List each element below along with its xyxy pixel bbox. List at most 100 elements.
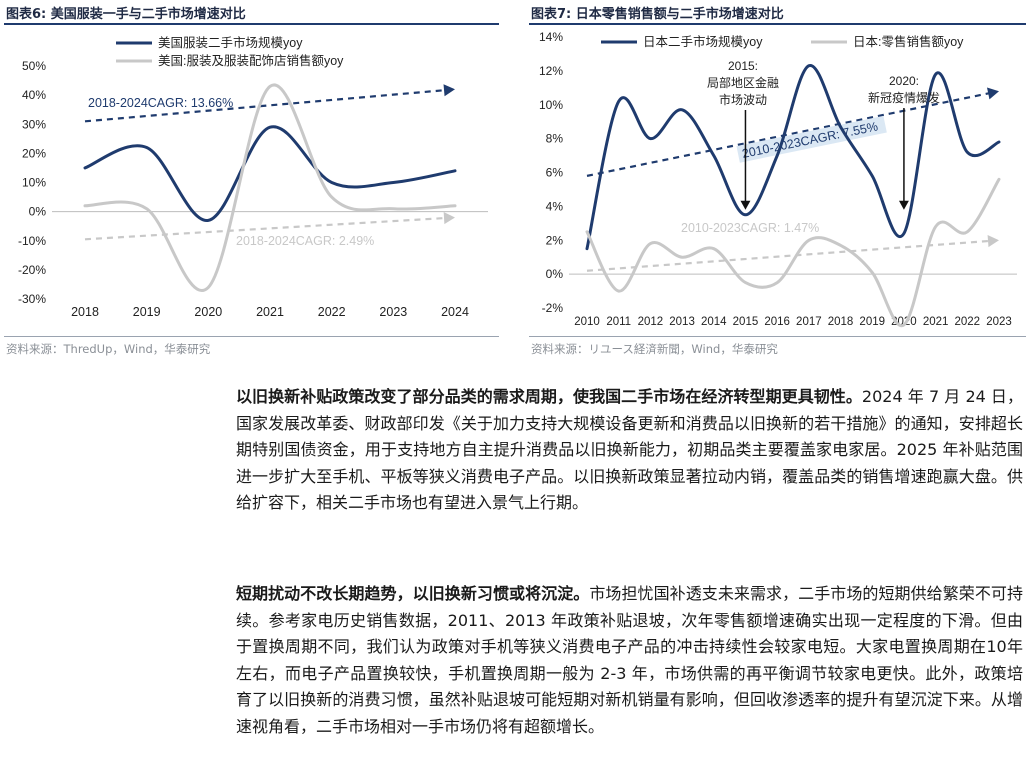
legend-label: 美国服装二手市场规模yoy — [158, 35, 303, 50]
paragraph-2-lead: 短期扰动不改长期趋势，以旧换新习惯或将沉淀。 — [236, 584, 590, 603]
x-tick-label: 2019 — [133, 305, 161, 319]
data-point — [454, 170, 456, 172]
y-tick-label: 0% — [29, 205, 47, 219]
paragraph-1-lead: 以旧换新补贴政策改变了部分品类的需求周期，使我国二手市场在经济转型期更具韧性。 — [236, 387, 862, 406]
data-point — [871, 271, 873, 273]
data-point — [966, 231, 968, 233]
x-tick-label: 2010 — [574, 316, 600, 328]
trend-arrow-head — [987, 235, 999, 248]
trend-arrow-line — [586, 92, 990, 177]
x-tick-label: 2019 — [859, 316, 885, 328]
event-annotation-text: 市场波动 — [719, 92, 767, 107]
event-annotation-text: 2020: — [889, 74, 919, 88]
x-tick-label: 2023 — [379, 305, 407, 319]
x-tick-label: 2011 — [606, 316, 631, 328]
paragraph-1: 以旧换新补贴政策改变了部分品类的需求周期，使我国二手市场在经济转型期更具韧性。2… — [236, 384, 1023, 517]
data-point — [618, 100, 620, 102]
series-line-primary — [83, 125, 457, 222]
x-tick-label: 2012 — [638, 316, 664, 328]
y-tick-label: 2% — [546, 233, 564, 247]
y-tick-label: -30% — [18, 292, 46, 306]
event-arrow-head — [898, 200, 909, 210]
data-point — [808, 239, 810, 241]
y-tick-label: 20% — [22, 146, 46, 160]
y-tick-label: 6% — [546, 166, 564, 180]
event-annotation-text: 新冠疫情爆发 — [868, 90, 940, 105]
data-point — [871, 175, 873, 177]
x-tick-label: 2020 — [194, 305, 222, 319]
data-point — [269, 85, 271, 87]
figure-7-chart: -2% 0% 2% 4% 6% 8% 10% 12% 14% 2010 2011 2012 2013 20… — [539, 30, 1017, 328]
trend-arrow-head — [443, 212, 455, 225]
x-tick-label: 2022 — [318, 305, 346, 319]
y-tick-label: 30% — [22, 117, 46, 131]
data-point — [392, 181, 394, 183]
x-tick-label: 2016 — [764, 316, 790, 328]
y-tick-label: 10% — [22, 176, 46, 190]
y-tick-label: 50% — [22, 59, 46, 73]
data-point — [713, 248, 715, 250]
data-point — [618, 290, 620, 292]
data-point — [713, 154, 715, 156]
data-point — [808, 65, 810, 67]
data-point — [903, 232, 905, 234]
data-point — [207, 286, 209, 288]
y-tick-label: 40% — [22, 88, 46, 102]
data-point — [84, 167, 86, 169]
legend-label: 日本二手市场规模yoy — [643, 34, 763, 49]
y-tick-label: -2% — [542, 301, 564, 315]
x-tick-label: 2015 — [733, 316, 759, 328]
data-point — [681, 256, 683, 258]
data-point — [146, 208, 148, 210]
trend-arrow-line — [84, 89, 446, 123]
event-annotation-text: 2015: — [728, 59, 758, 73]
data-point — [776, 281, 778, 283]
trend-label-background — [736, 115, 887, 163]
figure-6-title-rule — [4, 23, 499, 25]
data-point — [454, 205, 456, 207]
trend-arrow-head — [987, 87, 999, 100]
x-tick-label: 2021 — [256, 305, 284, 319]
y-tick-label: 14% — [539, 30, 563, 44]
trend-cagr-label: 2018-2024CAGR: 13.66% — [88, 96, 233, 110]
figure-7-title-rule — [529, 23, 1026, 25]
figure-7-bottom-rule — [529, 336, 1026, 337]
data-point — [839, 244, 841, 246]
x-tick-label: 2017 — [796, 316, 822, 328]
legend-label: 日本:零售销售额yoy — [853, 34, 964, 49]
data-point — [146, 146, 148, 148]
data-point — [839, 126, 841, 128]
x-tick-label: 2024 — [441, 305, 469, 319]
x-tick-label: 2014 — [701, 316, 727, 328]
series-line-primary — [585, 64, 1001, 251]
y-tick-label: 10% — [539, 98, 563, 112]
data-point — [744, 214, 746, 216]
trend-arrow-line — [586, 239, 990, 272]
paragraph-2-body: 市场担忧国补透支未来需求，二手市场的短期供给繁荣不可持续。参考家电历史销售数据，… — [236, 584, 1023, 736]
y-tick-label: 0% — [546, 267, 564, 281]
data-point — [903, 324, 905, 326]
data-point — [998, 178, 1000, 180]
series-line-secondary — [83, 83, 457, 292]
figure-7-title: 图表7: 日本零售销售额与二手市场增速对比 — [531, 7, 784, 22]
data-point — [744, 281, 746, 283]
data-point — [586, 248, 588, 250]
figure-6-bottom-rule — [4, 336, 499, 337]
event-arrow-head — [740, 200, 751, 210]
y-tick-label: 8% — [546, 132, 564, 146]
data-point — [331, 196, 333, 198]
y-tick-label: -20% — [18, 263, 46, 277]
data-point — [84, 205, 86, 207]
y-tick-label: -10% — [18, 234, 46, 248]
series-line-secondary — [585, 177, 1001, 328]
data-point — [998, 141, 1000, 143]
figure-7-source: 资料来源：リユース経済新聞，Wind，华泰研究 — [531, 342, 778, 356]
x-tick-label: 2018 — [71, 305, 99, 319]
data-point — [392, 208, 394, 210]
y-tick-label: 12% — [539, 64, 563, 78]
paragraph-2: 短期扰动不改长期趋势，以旧换新习惯或将沉淀。市场担忧国补透支未来需求，二手市场的… — [236, 581, 1023, 740]
x-tick-label: 2023 — [986, 316, 1012, 328]
data-point — [649, 242, 651, 244]
figure-6-source: 资料来源：ThredUp，Wind，华泰研究 — [6, 342, 211, 356]
trend-cagr-label: 2018-2024CAGR: 2.49% — [236, 234, 374, 248]
